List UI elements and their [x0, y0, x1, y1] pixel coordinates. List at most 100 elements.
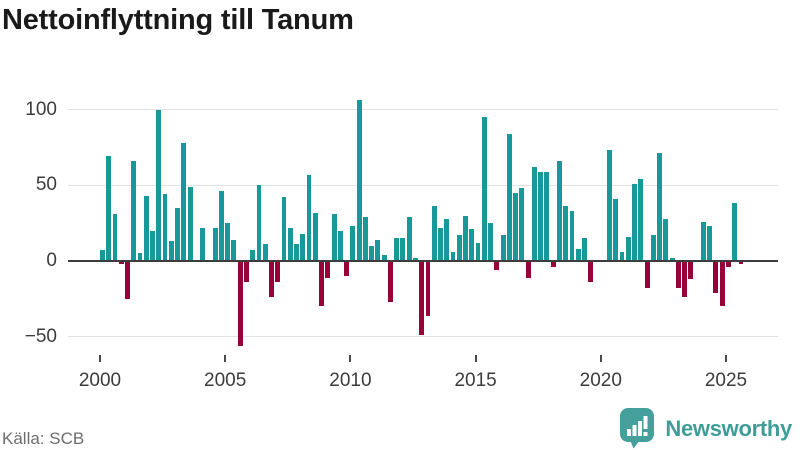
bar-2007-q1: [275, 261, 281, 283]
bar-2009-q2: [331, 214, 337, 261]
bar-2005-q3: [237, 261, 243, 346]
y-tick-label: 0: [46, 250, 57, 271]
x-tick: [725, 355, 727, 362]
newsworthy-logo[interactable]: Newsworthy: [619, 407, 792, 450]
bar-2010-q4: [369, 245, 375, 261]
bar-2010-q2: [356, 100, 362, 261]
bar-2022-q4: [669, 257, 675, 261]
bar-2004-q3: [212, 227, 218, 261]
bar-2015-q1: [475, 242, 481, 261]
bar-2002-q1: [150, 230, 155, 261]
bar-2019-q3: [588, 261, 594, 283]
bar-2001-q3: [137, 253, 143, 261]
bar-2022-q3: [663, 218, 669, 261]
bar-2005-q2: [231, 239, 237, 261]
bar-2021-q2: [632, 183, 637, 261]
bar-2013-q1: [425, 261, 431, 316]
gridline: [68, 109, 778, 110]
bar-2005-q4: [243, 261, 249, 283]
bar-2009-q1: [325, 261, 331, 278]
bar-2007-q4: [294, 244, 299, 261]
gridline: [68, 184, 778, 186]
bar-2023-q1: [675, 261, 681, 289]
bar-2011-q2: [381, 254, 387, 261]
bar-2023-q2: [682, 261, 688, 298]
bar-2010-q1: [350, 226, 356, 261]
bar-2006-q1: [250, 250, 256, 261]
newsworthy-bubble-chart-icon: [619, 407, 656, 450]
bar-2012-q3: [413, 257, 418, 261]
bar-2000-q3: [112, 214, 118, 261]
bar-2004-q4: [218, 191, 224, 261]
bar-2006-q3: [262, 244, 268, 261]
bar-2002-q3: [162, 194, 168, 261]
bar-2021-q4: [644, 261, 650, 289]
bar-2008-q3: [312, 212, 318, 261]
x-tick-label: 2010: [329, 370, 372, 391]
bar-2019-q1: [575, 248, 581, 261]
bar-2014-q2: [456, 235, 462, 261]
bar-2010-q3: [362, 217, 368, 261]
bar-2014-q4: [469, 229, 475, 261]
bar-2000-q4: [118, 261, 124, 265]
bar-2018-q1: [550, 261, 556, 268]
bar-2009-q3: [337, 230, 343, 261]
bar-2017-q3: [538, 171, 544, 261]
x-tick-label: 2005: [204, 370, 247, 391]
bar-2007-q2: [281, 197, 287, 261]
bar-2001-q1: [125, 261, 130, 299]
bar-2016-q1: [500, 235, 506, 261]
bar-2024-q1: [700, 221, 706, 261]
bar-2018-q3: [563, 206, 569, 261]
x-tick-label: 2015: [454, 370, 497, 391]
bar-2022-q1: [650, 235, 656, 261]
bar-2014-q3: [463, 215, 468, 261]
bar-2000-q1: [100, 250, 105, 261]
x-tick: [349, 355, 352, 362]
bar-2006-q4: [269, 261, 274, 298]
x-tick: [224, 355, 227, 362]
x-tick: [599, 355, 602, 362]
bar-2017-q2: [531, 167, 537, 261]
bar-2024-q4: [719, 261, 725, 307]
y-tick-label: 100: [25, 98, 57, 120]
bar-2001-q2: [131, 161, 137, 261]
bar-2012-q4: [419, 261, 425, 336]
bar-2013-q4: [444, 218, 450, 261]
bar-2023-q3: [688, 261, 694, 280]
y-tick-label: 50: [35, 174, 57, 196]
x-tick: [99, 355, 101, 362]
bar-2003-q3: [187, 186, 193, 261]
bar-2006-q2: [256, 185, 262, 261]
bar-2019-q2: [582, 238, 587, 261]
bar-2008-q2: [306, 174, 312, 261]
bar-2004-q1: [200, 227, 206, 261]
bar-2007-q3: [287, 227, 293, 261]
bar-2016-q2: [506, 133, 512, 261]
bar-2017-q4: [544, 171, 550, 261]
brand-name: Newsworthy: [665, 415, 792, 441]
bar-2012-q2: [406, 217, 412, 261]
bar-2003-q1: [175, 207, 180, 261]
bar-2011-q4: [394, 238, 400, 261]
bar-2011-q1: [375, 239, 381, 261]
bar-2008-q1: [300, 233, 306, 261]
bar-2021-q3: [638, 179, 644, 261]
bar-2012-q1: [400, 238, 406, 261]
zero-line: [68, 259, 778, 263]
bar-2001-q4: [143, 195, 149, 261]
bar-2024-q3: [713, 261, 719, 293]
bar-2015-q3: [488, 223, 493, 261]
bar-2025-q1: [726, 261, 731, 268]
x-tick: [474, 355, 477, 362]
bar-2020-q2: [607, 150, 612, 261]
x-tick-label: 2025: [704, 370, 748, 391]
bar-2008-q4: [319, 261, 324, 307]
bar-2016-q3: [513, 192, 519, 261]
gridline: [68, 336, 778, 338]
bar-2020-q4: [619, 251, 625, 261]
x-tick-label: 2000: [78, 370, 122, 391]
bar-2018-q4: [569, 211, 575, 261]
